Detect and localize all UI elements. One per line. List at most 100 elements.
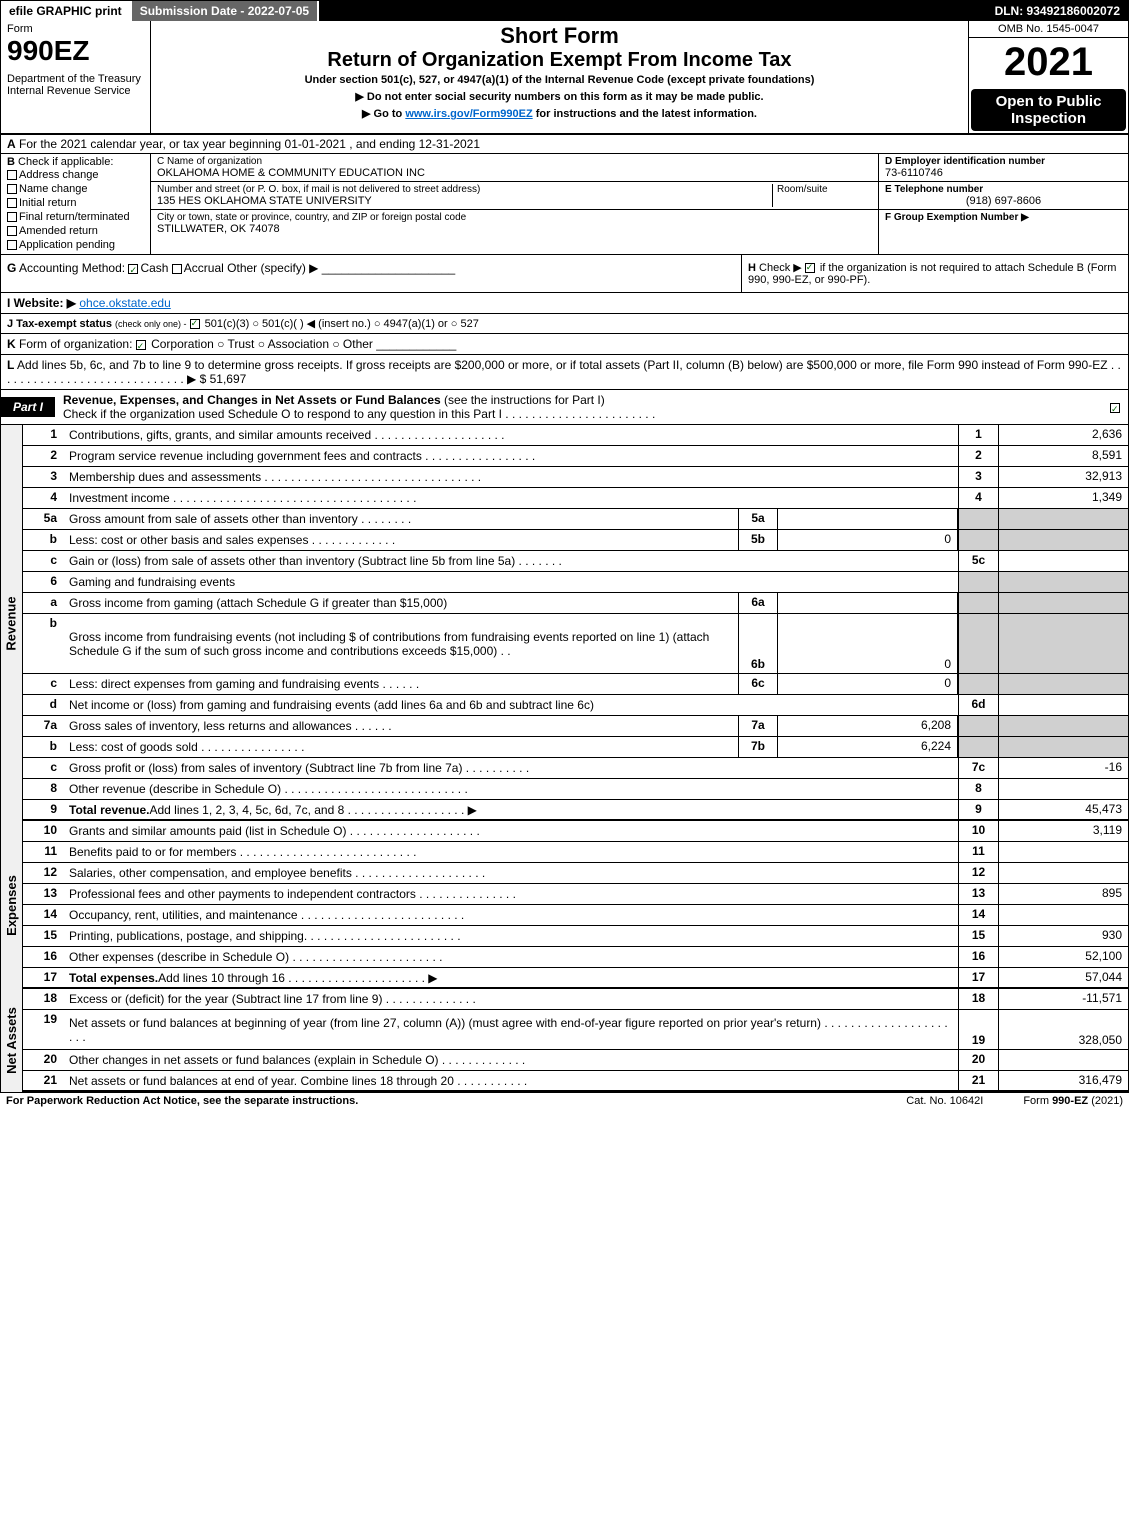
line-13: 13Professional fees and other payments t… xyxy=(23,884,1128,905)
omb-number: OMB No. 1545-0047 xyxy=(969,21,1128,38)
k-label: K xyxy=(7,337,16,351)
part-i-title-bold: Revenue, Expenses, and Changes in Net As… xyxy=(63,393,441,407)
line-9: 9Total revenue. Add lines 1, 2, 3, 4, 5c… xyxy=(23,800,1128,821)
chk-h[interactable] xyxy=(805,263,815,273)
room-label: Room/suite xyxy=(777,184,872,195)
b-label: B xyxy=(7,156,15,168)
chk-final-return[interactable]: Final return/terminated xyxy=(7,210,144,224)
line-16: 16Other expenses (describe in Schedule O… xyxy=(23,947,1128,968)
line-14: 14Occupancy, rent, utilities, and mainte… xyxy=(23,905,1128,926)
instr2-post: for instructions and the latest informat… xyxy=(533,108,757,120)
h-text1: Check ▶ xyxy=(759,262,802,274)
line-5b: bLess: cost or other basis and sales exp… xyxy=(23,530,1128,551)
instr2-pre: ▶ Go to xyxy=(362,108,405,120)
form-number: 990EZ xyxy=(7,35,144,67)
telephone: (918) 697-8606 xyxy=(885,195,1122,207)
row-k: K Form of organization: Corporation ○ Tr… xyxy=(1,334,1128,355)
g-text: Accounting Method: xyxy=(19,261,125,275)
efile-print[interactable]: efile GRAPHIC print xyxy=(1,1,132,21)
part-i-header: Part I Revenue, Expenses, and Changes in… xyxy=(1,390,1128,425)
org-name: OKLAHOMA HOME & COMMUNITY EDUCATION INC xyxy=(157,167,872,179)
line-20: 20Other changes in net assets or fund ba… xyxy=(23,1050,1128,1071)
street-label: Number and street (or P. O. box, if mail… xyxy=(157,184,772,195)
chk-address-change[interactable]: Address change xyxy=(7,168,144,182)
line-11: 11Benefits paid to or for members . . . … xyxy=(23,842,1128,863)
expenses-section: Expenses 10Grants and similar amounts pa… xyxy=(1,821,1128,989)
part-i-title-rest: (see the instructions for Part I) xyxy=(441,393,605,407)
g-other: Other (specify) ▶ xyxy=(227,261,318,275)
net-assets-sidebar: Net Assets xyxy=(4,1007,19,1074)
net-assets-section: Net Assets 18Excess or (deficit) for the… xyxy=(1,989,1128,1092)
chk-name-change[interactable]: Name change xyxy=(7,182,144,196)
revenue-section: Revenue 1Contributions, gifts, grants, a… xyxy=(1,425,1128,821)
line-17: 17Total expenses. Add lines 10 through 1… xyxy=(23,968,1128,989)
j-sub: (check only one) - xyxy=(115,319,187,329)
j-label: J Tax-exempt status xyxy=(7,318,112,330)
topbar: efile GRAPHIC print Submission Date - 20… xyxy=(1,1,1128,21)
line-7b: bLess: cost of goods sold . . . . . . . … xyxy=(23,737,1128,758)
line-6c: cLess: direct expenses from gaming and f… xyxy=(23,674,1128,695)
chk-corporation[interactable] xyxy=(136,340,146,350)
chk-schedule-o[interactable] xyxy=(1110,403,1120,413)
street-address: 135 HES OKLAHOMA STATE UNIVERSITY xyxy=(157,195,772,207)
chk-initial-return[interactable]: Initial return xyxy=(7,196,144,210)
line-12: 12Salaries, other compensation, and empl… xyxy=(23,863,1128,884)
chk-application-pending[interactable]: Application pending xyxy=(7,238,144,252)
short-form-title: Short Form xyxy=(157,23,962,49)
section-bcdef: B Check if applicable: Address change Na… xyxy=(1,154,1128,255)
submission-date: Submission Date - 2022-07-05 xyxy=(132,1,319,21)
form-header: Form 990EZ Department of the Treasury In… xyxy=(1,21,1128,135)
open-to-public: Open to Public Inspection xyxy=(971,89,1126,131)
subtitle: Under section 501(c), 527, or 4947(a)(1)… xyxy=(157,74,962,86)
footer-mid: Cat. No. 10642I xyxy=(906,1095,983,1107)
h-text2: if the organization is not required to a… xyxy=(748,262,1116,286)
line-6: 6Gaming and fundraising events xyxy=(23,572,1128,593)
dln: DLN: 93492186002072 xyxy=(987,1,1128,21)
f-label: F Group Exemption Number ▶ xyxy=(885,212,1122,223)
chk-accrual[interactable] xyxy=(172,264,182,274)
form-word: Form xyxy=(7,23,144,35)
line-3: 3Membership dues and assessments . . . .… xyxy=(23,467,1128,488)
row-l: L Add lines 5b, 6c, and 7b to line 9 to … xyxy=(1,355,1128,390)
footer-left: For Paperwork Reduction Act Notice, see … xyxy=(6,1095,358,1107)
revenue-sidebar: Revenue xyxy=(4,596,19,650)
line-7c: cGross profit or (loss) from sales of in… xyxy=(23,758,1128,779)
b-title: Check if applicable: xyxy=(18,156,113,168)
line-1: 1Contributions, gifts, grants, and simil… xyxy=(23,425,1128,446)
chk-amended-return[interactable]: Amended return xyxy=(7,224,144,238)
line-19: 19Net assets or fund balances at beginni… xyxy=(23,1010,1128,1050)
g-label: G xyxy=(7,261,16,275)
l-label: L xyxy=(7,358,14,372)
expenses-sidebar: Expenses xyxy=(4,875,19,936)
row-gh: G Accounting Method: Cash Accrual Other … xyxy=(1,255,1128,293)
row-a-text: For the 2021 calendar year, or tax year … xyxy=(19,137,480,151)
j-opts: 501(c)(3) ○ 501(c)( ) ◀ (insert no.) ○ 4… xyxy=(205,318,479,330)
website-link[interactable]: ohce.okstate.edu xyxy=(79,296,170,310)
line-15: 15Printing, publications, postage, and s… xyxy=(23,926,1128,947)
h-label: H xyxy=(748,262,756,274)
ein: 73-6110746 xyxy=(885,167,1122,179)
line-6a: aGross income from gaming (attach Schedu… xyxy=(23,593,1128,614)
d-label: D Employer identification number xyxy=(885,156,1122,167)
city-label: City or town, state or province, country… xyxy=(157,212,872,223)
city-state-zip: STILLWATER, OK 74078 xyxy=(157,223,872,235)
department: Department of the Treasury Internal Reve… xyxy=(7,73,144,97)
line-21: 21Net assets or fund balances at end of … xyxy=(23,1071,1128,1092)
chk-501c3[interactable] xyxy=(190,319,200,329)
row-i: I Website: ▶ ohce.okstate.edu xyxy=(1,293,1128,314)
tax-year: 2021 xyxy=(969,38,1128,87)
line-5a: 5aGross amount from sale of assets other… xyxy=(23,509,1128,530)
line-18: 18Excess or (deficit) for the year (Subt… xyxy=(23,989,1128,1010)
i-label: I Website: ▶ xyxy=(7,296,76,310)
chk-cash[interactable] xyxy=(128,264,138,274)
line-10: 10Grants and similar amounts paid (list … xyxy=(23,821,1128,842)
irs-link[interactable]: www.irs.gov/Form990EZ xyxy=(405,108,532,120)
line-4: 4Investment income . . . . . . . . . . .… xyxy=(23,488,1128,509)
line-6d: dNet income or (loss) from gaming and fu… xyxy=(23,695,1128,716)
part-i-check-text: Check if the organization used Schedule … xyxy=(63,407,655,421)
k-text: Form of organization: xyxy=(19,337,132,351)
row-a-label: A xyxy=(7,137,16,151)
line-2: 2Program service revenue including gover… xyxy=(23,446,1128,467)
instruction-1: ▶ Do not enter social security numbers o… xyxy=(157,90,962,103)
e-label: E Telephone number xyxy=(885,184,1122,195)
